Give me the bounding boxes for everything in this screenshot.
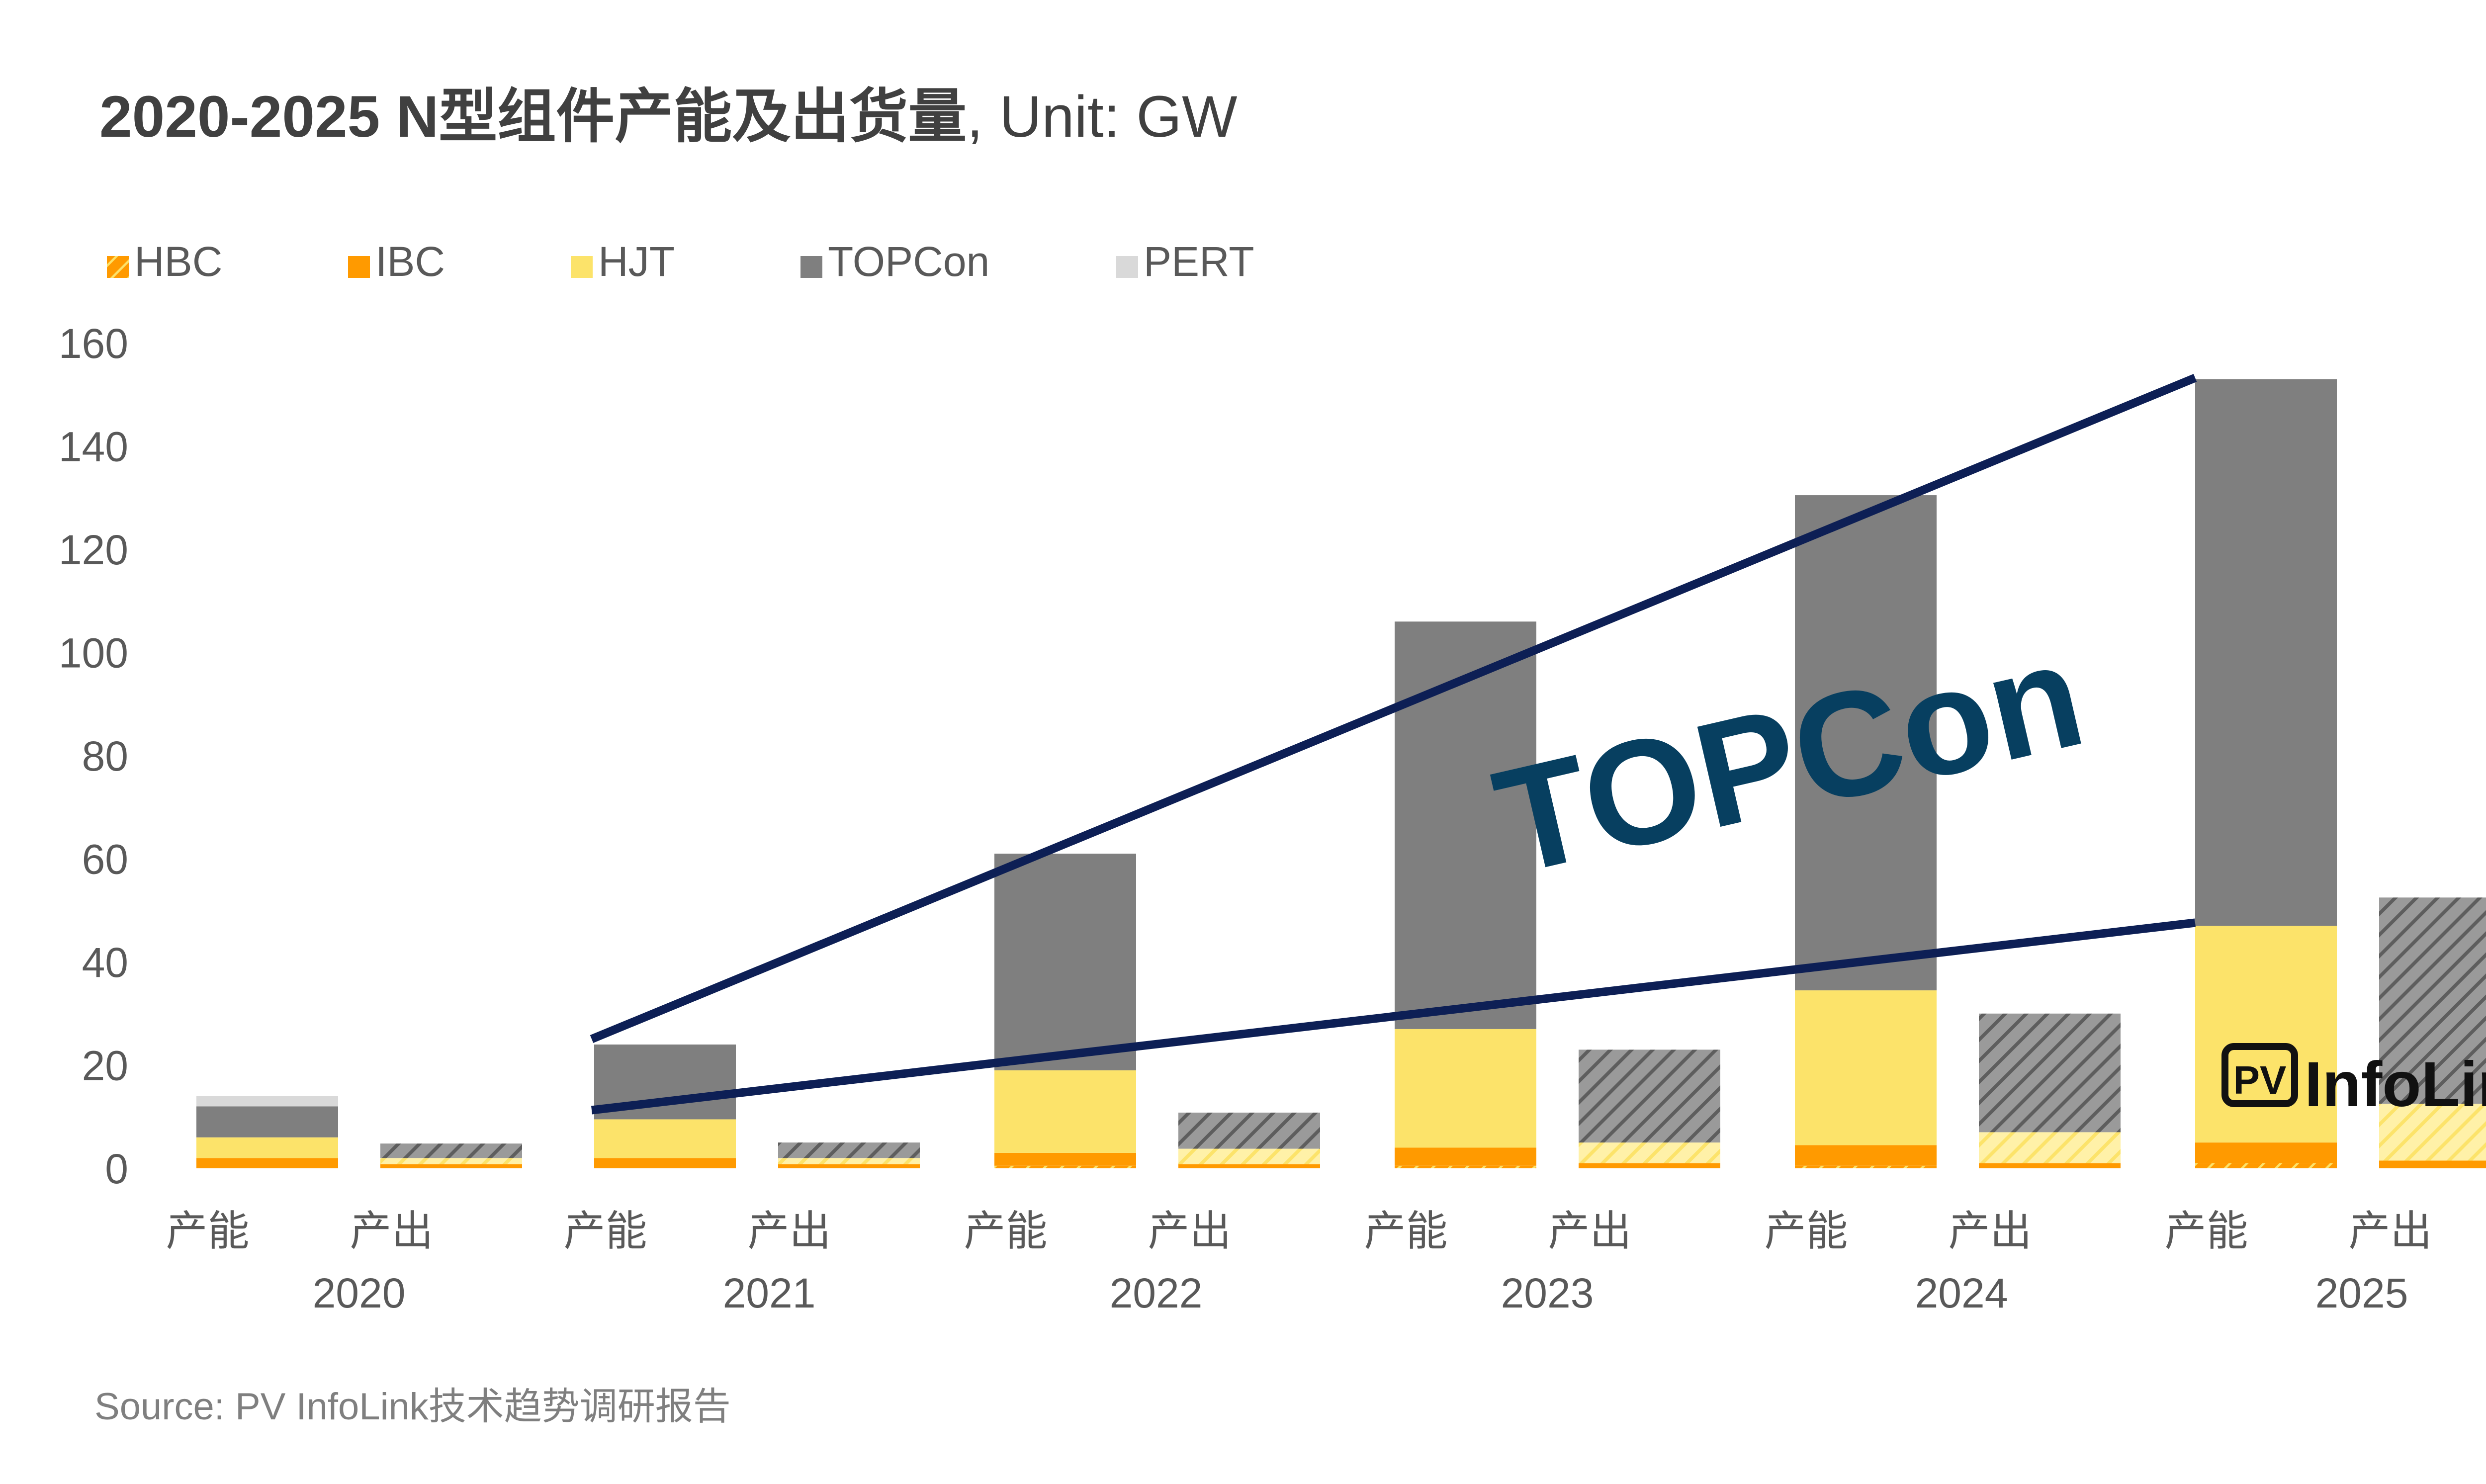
bar-hbc-2024-capacity — [1795, 1165, 1937, 1168]
bar-topcon-2020-output — [380, 1143, 522, 1158]
bar-topcon-2025-output — [2379, 897, 2486, 1104]
bar-label-capacity: 产能 — [563, 1208, 647, 1254]
bar-hjt-2020-capacity — [196, 1137, 338, 1158]
bar-hjt-2022-output — [1178, 1148, 1320, 1164]
bars — [196, 379, 2486, 1168]
bar-pert-2020-capacity — [196, 1096, 338, 1107]
y-tick-label: 160 — [59, 320, 128, 367]
bar-ibc-2024-output — [1979, 1163, 2121, 1168]
bar-topcon-2025-capacity — [2195, 379, 2337, 926]
bar-label-output: 产出 — [1948, 1208, 2032, 1254]
y-tick-label: 60 — [82, 836, 128, 883]
bar-ibc-2020-capacity — [196, 1158, 338, 1168]
year-label: 2021 — [723, 1270, 816, 1316]
year-label: 2024 — [1915, 1270, 2008, 1316]
legend-label-hbc: HBC — [134, 238, 222, 285]
y-tick-label: 140 — [59, 424, 128, 470]
chart-unit-label: , Unit: GW — [967, 84, 1237, 150]
bar-label-output: 产出 — [2348, 1208, 2432, 1254]
y-tick-label: 0 — [105, 1145, 128, 1192]
y-tick-label: 20 — [82, 1043, 128, 1089]
y-tick-label: 40 — [82, 939, 128, 986]
bar-hbc-2022-capacity — [994, 1165, 1136, 1168]
bar-label-capacity: 产能 — [1764, 1208, 1848, 1254]
bar-topcon-2022-output — [1178, 1112, 1320, 1149]
bar-label-output: 产出 — [1548, 1208, 1631, 1254]
lower-trend-line — [591, 918, 2196, 1115]
bar-topcon-2022-capacity — [994, 854, 1136, 1070]
bar-hjt-2024-output — [1979, 1132, 2121, 1163]
legend-label-topcon: TOPCon — [828, 238, 989, 285]
bar-hjt-2021-output — [778, 1158, 920, 1164]
bar-ibc-2022-capacity — [994, 1152, 1136, 1166]
legend-swatch-hjt — [571, 256, 593, 278]
year-label: 2022 — [1110, 1270, 1203, 1316]
logo-text: InfoLink — [2305, 1049, 2486, 1120]
bar-ibc-2020-output — [380, 1164, 522, 1168]
infolink-logo: PV InfoLink — [2221, 1043, 2486, 1120]
bar-label-output: 产出 — [1148, 1208, 1231, 1254]
bar-hjt-2024-capacity — [1795, 990, 1937, 1145]
legend-swatch-hbc — [107, 256, 129, 278]
logo-badge-frame — [2221, 1043, 2298, 1107]
bar-topcon-2024-output — [1979, 1013, 2121, 1133]
bar-ibc-2021-capacity — [594, 1158, 736, 1168]
bar-hjt-2021-capacity — [594, 1119, 736, 1158]
y-tick-label: 100 — [59, 630, 128, 677]
chart-title: 2020-2025 N型组件产能及出货量, Unit: GW — [99, 84, 1237, 150]
bar-label-capacity: 产能 — [166, 1208, 249, 1254]
bar-topcon-2024-capacity — [1795, 495, 1937, 991]
legend-swatch-topcon — [800, 256, 822, 278]
bar-topcon-2023-capacity — [1395, 621, 1536, 1029]
bar-ibc-2024-capacity — [1795, 1145, 1937, 1166]
x-axis: 产能 产出 2020 产能 产出 2021 产能 产出 2022 产能 产出 2023 产能 产出 2024… — [166, 1208, 2432, 1316]
upper-trend-line — [590, 374, 2197, 1043]
bar-ibc-2021-output — [778, 1164, 920, 1168]
chart-title-main: 2020-2025 N型组件产能及出货量 — [99, 84, 967, 150]
bar-ibc-2023-output — [1579, 1163, 1720, 1168]
bar-topcon-2020-capacity — [196, 1106, 338, 1137]
legend-label-pert: PERT — [1144, 238, 1254, 285]
year-label: 2025 — [2315, 1270, 2408, 1316]
bar-topcon-2023-output — [1579, 1049, 1720, 1143]
topcon-annotation: TOPCon — [1481, 610, 2097, 906]
y-tick-label: 80 — [82, 733, 128, 780]
bar-ibc-2022-output — [1178, 1164, 1320, 1168]
year-label: 2023 — [1501, 1270, 1594, 1316]
bar-ibc-2025-output — [2379, 1160, 2486, 1168]
logo-badge-text: PV — [2233, 1058, 2287, 1102]
bar-hjt-2023-capacity — [1395, 1029, 1536, 1148]
bar-topcon-2021-output — [778, 1142, 920, 1158]
legend-label-ibc: IBC — [375, 238, 445, 285]
bar-hjt-2023-output — [1579, 1142, 1720, 1163]
bar-label-capacity: 产能 — [964, 1208, 1047, 1254]
bar-hjt-2020-output — [380, 1158, 522, 1164]
bar-label-output: 产出 — [350, 1208, 433, 1254]
legend-swatch-pert — [1116, 256, 1138, 278]
y-axis: 0 20 40 60 80 100 120 140 160 — [59, 320, 128, 1192]
y-tick-label: 120 — [59, 526, 128, 573]
bar-label-output: 产出 — [747, 1208, 831, 1254]
bar-ibc-2023-capacity — [1395, 1147, 1536, 1166]
bar-hjt-2022-capacity — [994, 1070, 1136, 1153]
legend-label-hjt: HJT — [598, 238, 675, 285]
legend: HBC IBC HJT TOPCon PERT — [107, 238, 1254, 285]
source-note: Source: PV InfoLink技术趋势调研报告 — [94, 1386, 731, 1428]
year-label: 2020 — [313, 1270, 406, 1316]
bar-hjt-2025-output — [2379, 1104, 2486, 1161]
bar-label-capacity: 产能 — [1364, 1208, 1447, 1254]
bar-label-capacity: 产能 — [2164, 1208, 2248, 1254]
bar-ibc-2025-capacity — [2195, 1142, 2337, 1163]
bar-hbc-2023-capacity — [1395, 1165, 1536, 1168]
bar-hbc-2025-capacity — [2195, 1163, 2337, 1168]
legend-swatch-ibc — [348, 256, 370, 278]
